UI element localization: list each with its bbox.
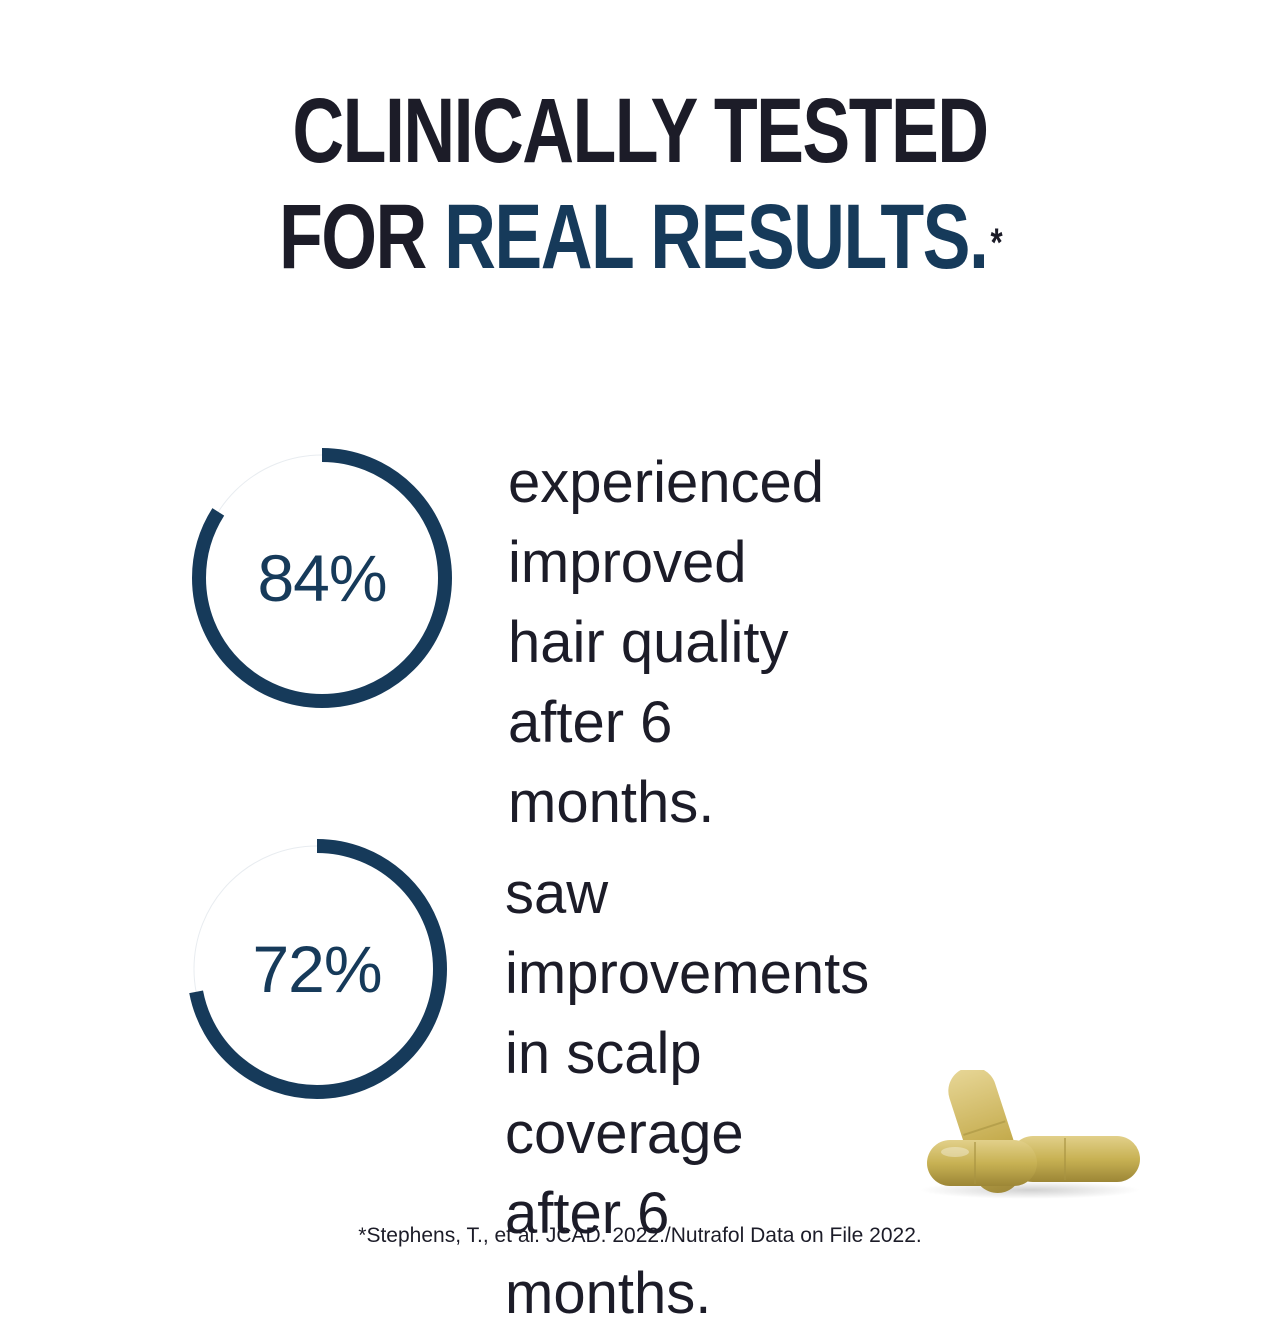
capsules-icon (915, 1067, 1145, 1205)
progress-ring-hair-quality: 84% (185, 441, 459, 715)
ring-svg-1 (192, 448, 452, 708)
stat-description-hair-quality: experienced improved hair quality after … (508, 450, 824, 835)
stat-description-scalp-coverage: saw improvements in scalp coverage after… (505, 861, 870, 1326)
footnote: *Stephens, T., et al. JCAD. 2022./Nutraf… (358, 1224, 922, 1247)
ring-svg-2 (187, 839, 447, 1099)
headline-line-2-prefix: FOR (278, 186, 445, 288)
headline: CLINICALLY TESTED FOR REAL RESULTS.* (141, 78, 1139, 290)
stat-value-hair-quality: 84% (257, 541, 387, 615)
ring-arc-1 (192, 448, 452, 708)
ring-arc-2 (187, 839, 447, 1099)
headline-accent: REAL RESULTS. (444, 186, 989, 288)
stat-value-scalp-coverage: 72% (252, 932, 382, 1006)
progress-ring-scalp-coverage: 72% (180, 832, 454, 1106)
headline-line-1: CLINICALLY TESTED (292, 80, 989, 182)
headline-line-2: FOR REAL RESULTS.* (141, 184, 1139, 290)
headline-asterisk: * (990, 221, 1002, 265)
